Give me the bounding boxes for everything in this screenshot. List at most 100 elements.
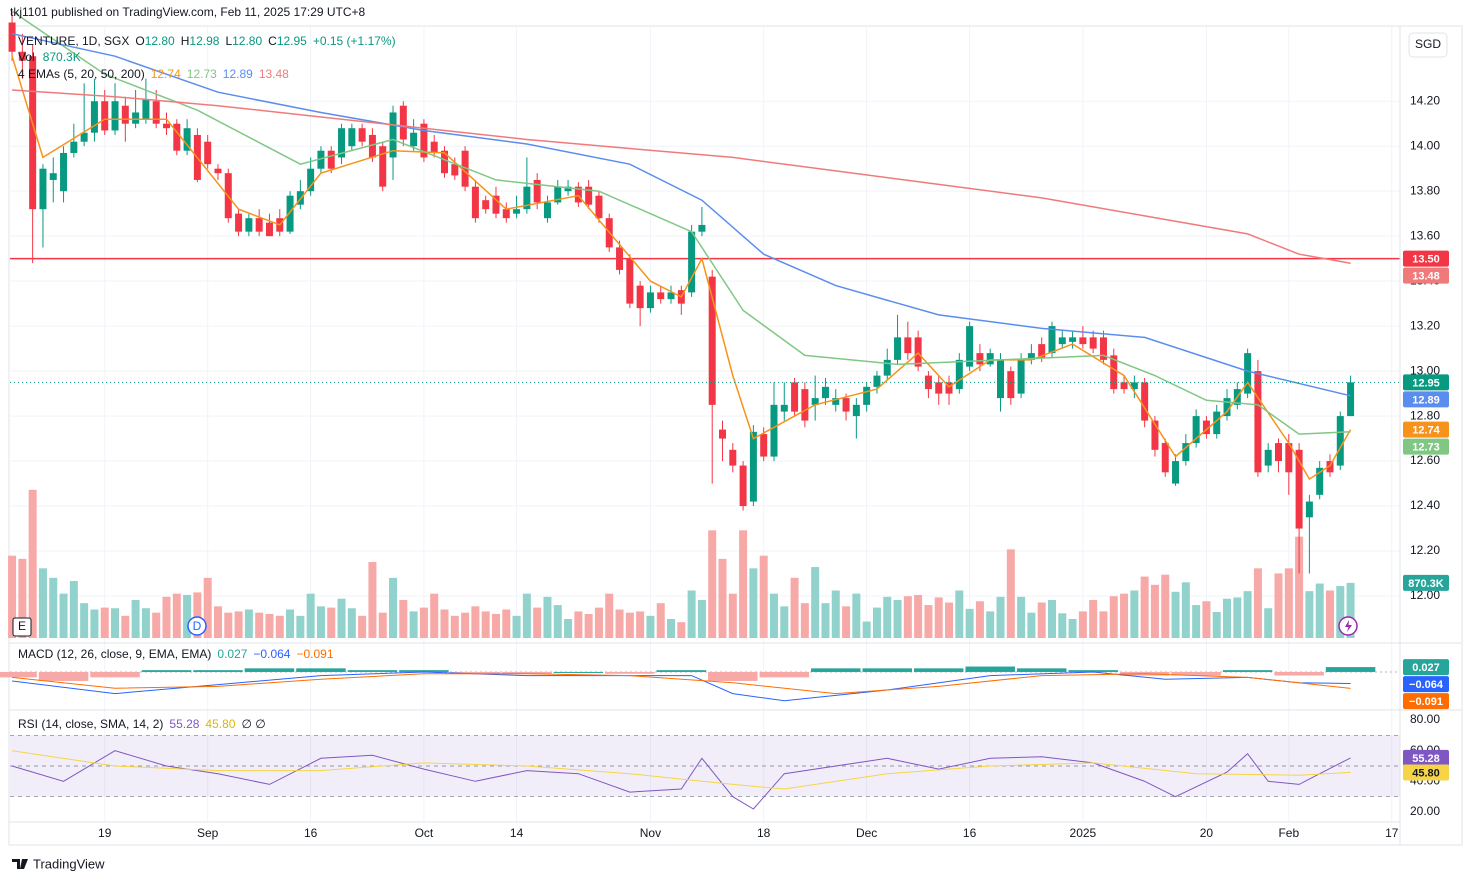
candle-body bbox=[811, 398, 819, 405]
price-badge-bg bbox=[1403, 421, 1449, 438]
volume-bar bbox=[213, 606, 222, 638]
candle-body bbox=[708, 276, 716, 405]
volume-bar bbox=[1284, 568, 1293, 638]
labels: 19 Sep 16 Oct 14 Nov 18 Dec 16 2025 20 Feb 17 12.00 12… bbox=[98, 93, 1449, 840]
x-tick-label: 16 bbox=[963, 826, 977, 840]
y-tick-label: 20.00 bbox=[1410, 804, 1440, 818]
candle-body bbox=[482, 200, 490, 210]
candle-body bbox=[955, 359, 963, 390]
candle-body bbox=[997, 359, 1005, 399]
macd-title: MACD (12, 26, close, 9, EMA, EMA) bbox=[18, 647, 211, 661]
volume-bar bbox=[172, 593, 181, 638]
histogram-bar bbox=[1171, 671, 1221, 676]
rsi-value: ∅ ∅ bbox=[241, 717, 265, 731]
earnings-letter[interactable]: E bbox=[18, 619, 26, 633]
candle-body bbox=[204, 141, 212, 165]
ema-line bbox=[12, 89, 1351, 264]
candle-body bbox=[719, 429, 727, 439]
candle-body bbox=[420, 123, 428, 158]
currency-button[interactable] bbox=[1408, 32, 1448, 58]
volume-bar bbox=[1099, 611, 1108, 638]
volume-bar bbox=[996, 596, 1005, 638]
y-tick-label: 12.20 bbox=[1410, 543, 1440, 557]
currency[interactable]: SGD bbox=[1415, 37, 1441, 51]
vol-label: Vol bbox=[18, 50, 35, 64]
volume-legend: Vol 870.3K bbox=[18, 50, 81, 64]
volume-bar bbox=[481, 611, 490, 638]
volume-bar bbox=[564, 619, 573, 638]
y-tick-label: 12.40 bbox=[1410, 498, 1440, 512]
candle-body bbox=[1110, 355, 1118, 390]
volume-bar bbox=[1181, 582, 1190, 638]
volume-bar bbox=[1027, 612, 1036, 638]
price-badge: 13.48 bbox=[1412, 271, 1440, 283]
candle-body bbox=[1336, 416, 1344, 466]
candle-body bbox=[770, 404, 778, 457]
candle-body bbox=[657, 292, 665, 300]
volume-bar bbox=[1202, 601, 1211, 638]
y-tick-label: 14.20 bbox=[1410, 93, 1440, 107]
volume-bar bbox=[687, 590, 696, 638]
histogram-bar bbox=[553, 671, 604, 673]
candle-body bbox=[646, 292, 654, 309]
volume-bar bbox=[945, 602, 954, 638]
volume-bar bbox=[430, 593, 439, 638]
volume-bar bbox=[811, 567, 820, 638]
candle-body bbox=[410, 132, 418, 147]
candle-body bbox=[1038, 344, 1046, 358]
rsi-value: 55.28 bbox=[169, 717, 199, 731]
candle-body bbox=[29, 56, 37, 210]
volume-bar bbox=[419, 607, 428, 638]
volume-bar bbox=[965, 608, 974, 638]
volume-bar bbox=[986, 611, 995, 638]
price-badge-bg bbox=[1403, 250, 1449, 267]
volume-bar bbox=[90, 609, 99, 638]
volume-badge-bg bbox=[1403, 574, 1449, 591]
candle-body bbox=[173, 123, 181, 151]
macd-legend: MACD (12, 26, close, 9, EMA, EMA) 0.027 −0… bbox=[18, 647, 334, 661]
volume-bar bbox=[255, 612, 264, 638]
rsi-legend: RSI (14, close, SMA, 14, 2) 55.28 45.80 ∅ ∅ bbox=[18, 717, 266, 731]
candle-body bbox=[389, 112, 397, 158]
volume-bar bbox=[1336, 586, 1345, 638]
volume-bar bbox=[605, 593, 614, 638]
candle-body bbox=[39, 168, 47, 210]
dividend-icon[interactable] bbox=[187, 616, 207, 636]
earnings-icon[interactable] bbox=[12, 617, 32, 637]
volume-bar bbox=[80, 603, 89, 638]
candle-body bbox=[18, 51, 26, 61]
volume-bar bbox=[1223, 598, 1232, 638]
volume-bar bbox=[533, 607, 542, 638]
dividend-letter[interactable]: D bbox=[193, 619, 202, 633]
l-label: L bbox=[225, 34, 232, 48]
published-note: tkj1101 published on TradingView.com, Fe… bbox=[10, 5, 366, 19]
candle-body bbox=[1295, 449, 1303, 529]
ema-value: 12.89 bbox=[223, 67, 253, 81]
c-label: C bbox=[268, 34, 277, 48]
volume-bar bbox=[955, 590, 964, 638]
candle-body bbox=[430, 141, 438, 153]
volume-bar bbox=[316, 606, 325, 638]
candle-body bbox=[8, 22, 16, 52]
price-badge: 12.89 bbox=[1412, 394, 1440, 406]
x-tick-label: Sep bbox=[197, 826, 219, 840]
histogram-bar bbox=[193, 670, 243, 672]
volume-bar bbox=[1109, 596, 1118, 638]
histogram-bar bbox=[90, 671, 140, 678]
volume-bar bbox=[1171, 591, 1180, 638]
volume-bar bbox=[275, 615, 284, 638]
candle-body bbox=[338, 128, 346, 158]
x-tick-label: Nov bbox=[640, 826, 661, 840]
volume-bar bbox=[100, 607, 109, 638]
volume-bar bbox=[903, 596, 912, 638]
candle-body bbox=[286, 195, 294, 232]
histogram-bar bbox=[708, 671, 758, 681]
x-tick-label: 16 bbox=[304, 826, 318, 840]
l-value: 12.80 bbox=[232, 34, 262, 48]
candle-body bbox=[935, 382, 943, 394]
volume-bar bbox=[584, 613, 593, 638]
volume-bar bbox=[790, 577, 799, 638]
rsi-ma-badge-bg bbox=[1403, 764, 1449, 781]
